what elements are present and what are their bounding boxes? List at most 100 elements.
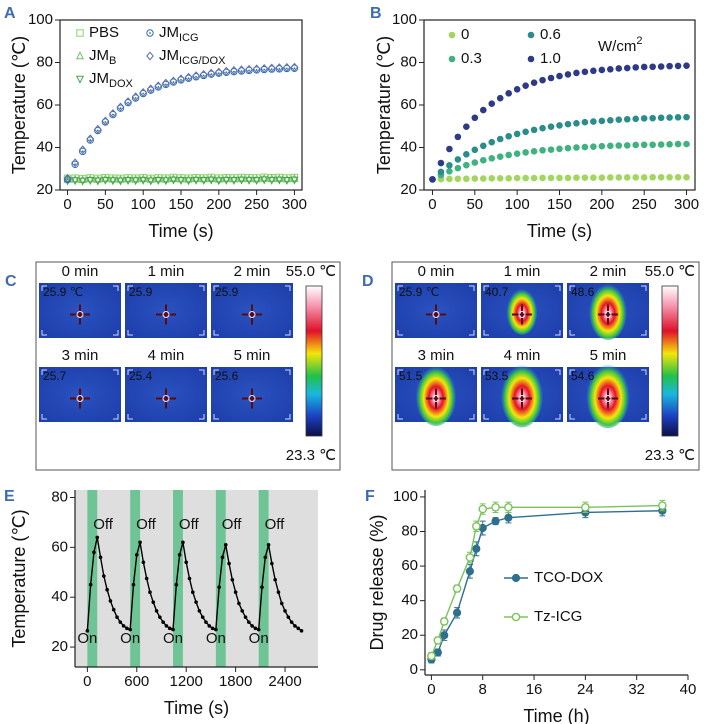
- frame-label: 2 min: [234, 263, 271, 280]
- marker: [151, 600, 156, 604]
- marker: [504, 502, 513, 512]
- marker-center: [157, 86, 160, 88]
- marker: [207, 624, 212, 628]
- marker: [184, 177, 193, 186]
- marker-center: [81, 150, 84, 153]
- marker: [116, 102, 125, 112]
- on-label: On: [120, 630, 140, 647]
- color-bar: [305, 285, 323, 437]
- y-tick-label: 100: [28, 11, 53, 28]
- marker: [590, 118, 597, 125]
- legend-label: 0.3: [461, 50, 482, 67]
- marker: [674, 114, 682, 121]
- temperature-reading: 53.5: [485, 369, 509, 383]
- marker: [240, 609, 245, 613]
- x-tick-label: 250: [244, 196, 269, 213]
- frame-label: 4 min: [148, 347, 185, 364]
- marker: [125, 626, 129, 631]
- frame-corner: [285, 330, 291, 336]
- marker: [101, 176, 110, 185]
- legend-subscript: DOX: [109, 78, 134, 90]
- marker: [161, 620, 165, 624]
- x-tick-label: 1200: [170, 673, 203, 690]
- frame-corner: [113, 330, 119, 336]
- temperature-reading: 54.6: [571, 369, 595, 383]
- marker: [479, 142, 487, 150]
- color-bar: [661, 285, 679, 437]
- marker: [95, 535, 100, 540]
- marker: [161, 174, 170, 183]
- marker: [607, 117, 614, 124]
- marker: [78, 145, 87, 155]
- marker: [289, 620, 294, 624]
- marker: [233, 590, 238, 595]
- frame-corner: [199, 369, 205, 375]
- marker: [539, 146, 546, 154]
- marker: [522, 128, 529, 136]
- marker: [632, 174, 640, 181]
- y-tick-label: 60: [401, 557, 418, 574]
- marker: [446, 145, 453, 153]
- x-tick-label: 0: [83, 673, 91, 690]
- marker: [204, 620, 208, 624]
- frame-corner: [41, 369, 47, 375]
- marker: [71, 174, 80, 183]
- marker: [454, 133, 462, 141]
- off-label: Off: [136, 516, 157, 533]
- crosshair-center: [162, 311, 170, 318]
- marker: [63, 177, 72, 186]
- marker-ring: [86, 136, 94, 144]
- marker: [267, 63, 276, 73]
- frame-corner: [213, 369, 219, 375]
- crosshair: [598, 388, 618, 409]
- crosshair-center: [432, 395, 440, 402]
- crosshair-center: [604, 395, 612, 402]
- marker: [674, 140, 682, 148]
- marker: [252, 174, 261, 183]
- marker: [471, 159, 479, 166]
- marker: [657, 141, 665, 148]
- marker: [146, 84, 155, 94]
- marker-ring: [230, 67, 238, 76]
- frame-corner: [569, 414, 575, 420]
- marker: [623, 115, 631, 123]
- marker: [505, 175, 512, 182]
- x-tick-label: 8: [479, 681, 487, 698]
- marker: [607, 66, 614, 73]
- marker: [522, 174, 529, 182]
- marker-center: [74, 163, 77, 166]
- marker: [154, 177, 163, 186]
- marker: [463, 123, 470, 130]
- x-axis-label: Time (s): [148, 221, 213, 241]
- marker: [564, 120, 572, 128]
- marker: [199, 69, 208, 79]
- marker: [111, 607, 116, 612]
- marker: [105, 587, 109, 592]
- marker: [598, 66, 606, 74]
- marker: [491, 517, 500, 526]
- marker-ring: [94, 126, 102, 135]
- marker: [615, 142, 623, 149]
- y-tick-label: 80: [51, 488, 68, 505]
- frame-corner: [285, 369, 291, 375]
- y-tick-label: 80: [401, 522, 418, 539]
- marker: [78, 147, 87, 156]
- marker: [539, 76, 546, 84]
- chart: 0 50 100 150 200 250 300 20 40 60 80 100 Time (s) Tem…: [9, 11, 307, 241]
- marker: [640, 141, 648, 149]
- marker: [590, 174, 597, 181]
- marker: [448, 55, 456, 63]
- crosshair: [156, 304, 176, 325]
- frame-corner: [483, 414, 489, 420]
- on-label: On: [77, 630, 97, 647]
- marker: [527, 55, 535, 63]
- marker: [154, 81, 163, 91]
- marker: [433, 636, 443, 645]
- marker-center: [248, 69, 250, 72]
- scale-min: 23.3 ℃: [286, 447, 336, 464]
- marker: [666, 114, 673, 121]
- marker: [174, 582, 179, 587]
- marker: [530, 79, 538, 86]
- marker: [632, 141, 640, 149]
- x-tick-label: 250: [632, 196, 657, 213]
